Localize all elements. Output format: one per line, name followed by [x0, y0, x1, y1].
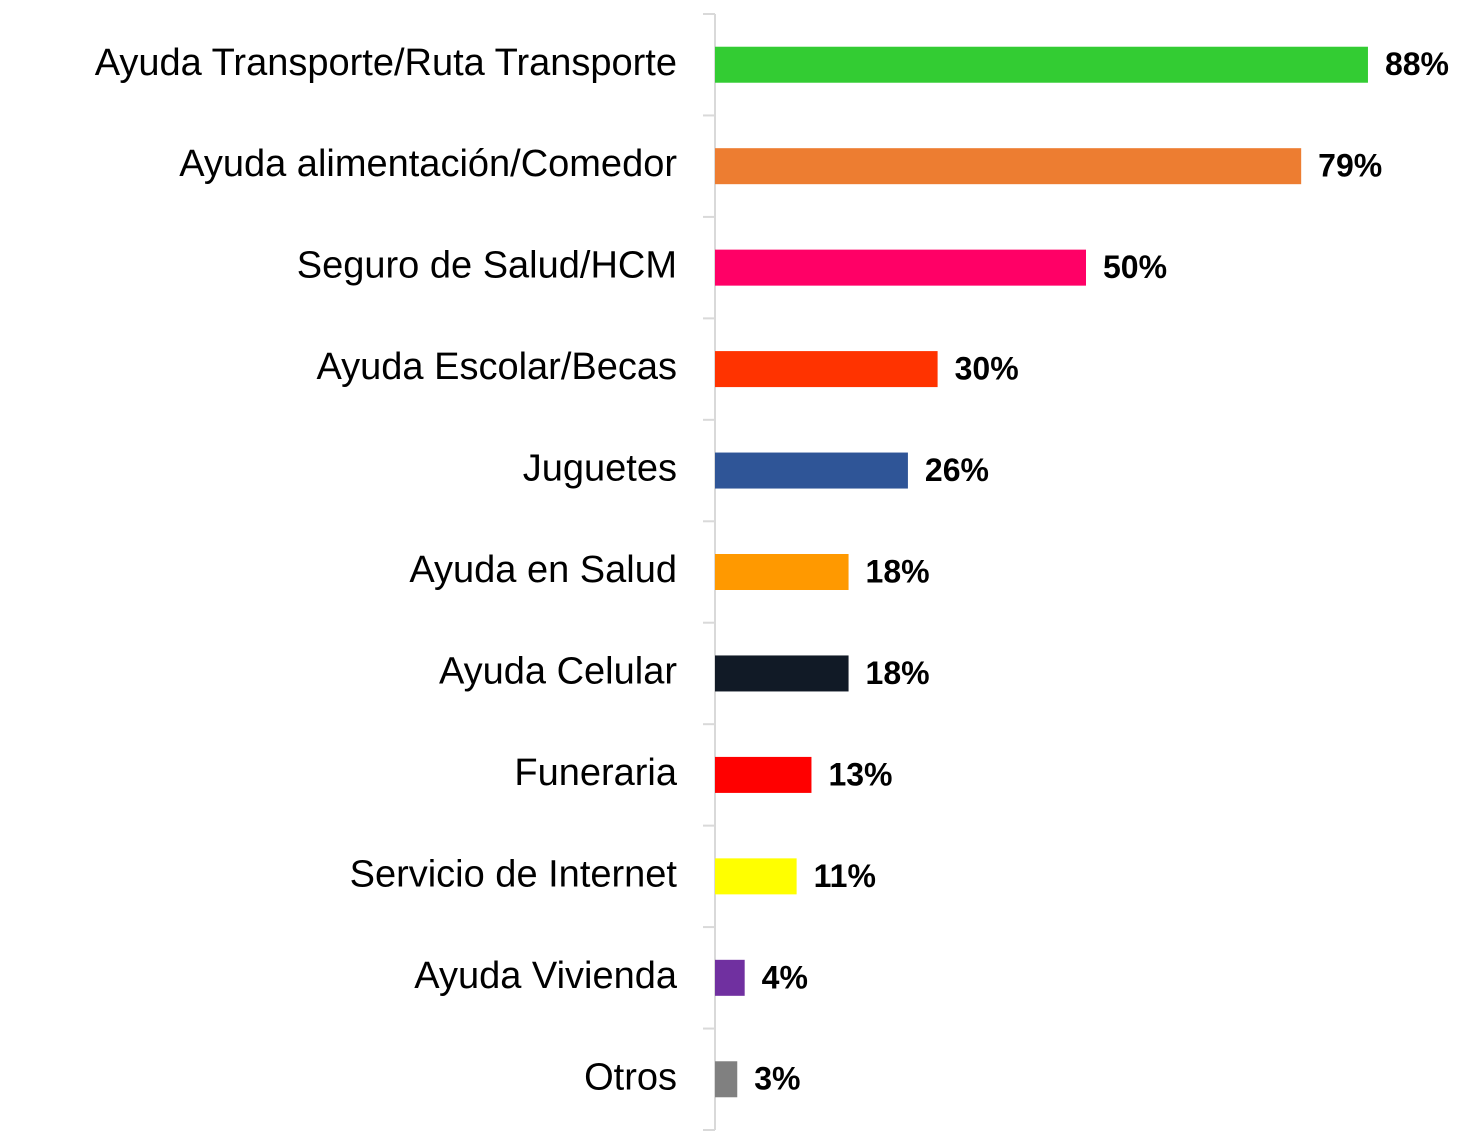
category-label: Otros [584, 1056, 677, 1098]
bar [715, 655, 849, 692]
bar [715, 756, 812, 793]
bar [715, 452, 908, 489]
value-label: 18% [866, 655, 930, 691]
bar [715, 351, 938, 388]
value-label: 4% [762, 959, 808, 995]
bar [715, 249, 1086, 286]
category-label: Funeraria [514, 752, 677, 794]
value-label: 18% [866, 553, 930, 589]
value-label: 11% [814, 858, 876, 894]
value-label: 13% [828, 756, 892, 792]
value-label: 79% [1318, 148, 1382, 184]
bar [715, 959, 745, 996]
value-label: 30% [955, 351, 1019, 387]
category-label: Ayuda Vivienda [414, 955, 678, 997]
category-label: Ayuda Celular [439, 650, 677, 692]
value-label: 3% [754, 1061, 800, 1097]
category-label: Ayuda alimentación/Comedor [179, 143, 677, 185]
category-label: Seguro de Salud/HCM [297, 245, 677, 287]
bar [715, 1061, 738, 1098]
bar [715, 858, 797, 895]
bar [715, 554, 849, 590]
category-label: Ayuda Transporte/Ruta Transporte [95, 42, 677, 84]
value-label: 88% [1385, 46, 1449, 82]
value-label: 26% [925, 452, 989, 488]
value-label: 50% [1103, 249, 1167, 285]
category-label: Juguetes [523, 448, 677, 490]
category-label: Ayuda en Salud [409, 549, 677, 591]
bar [715, 46, 1368, 83]
bar [715, 148, 1302, 185]
category-label: Servicio de Internet [350, 853, 678, 895]
category-label: Ayuda Escolar/Becas [317, 346, 678, 388]
